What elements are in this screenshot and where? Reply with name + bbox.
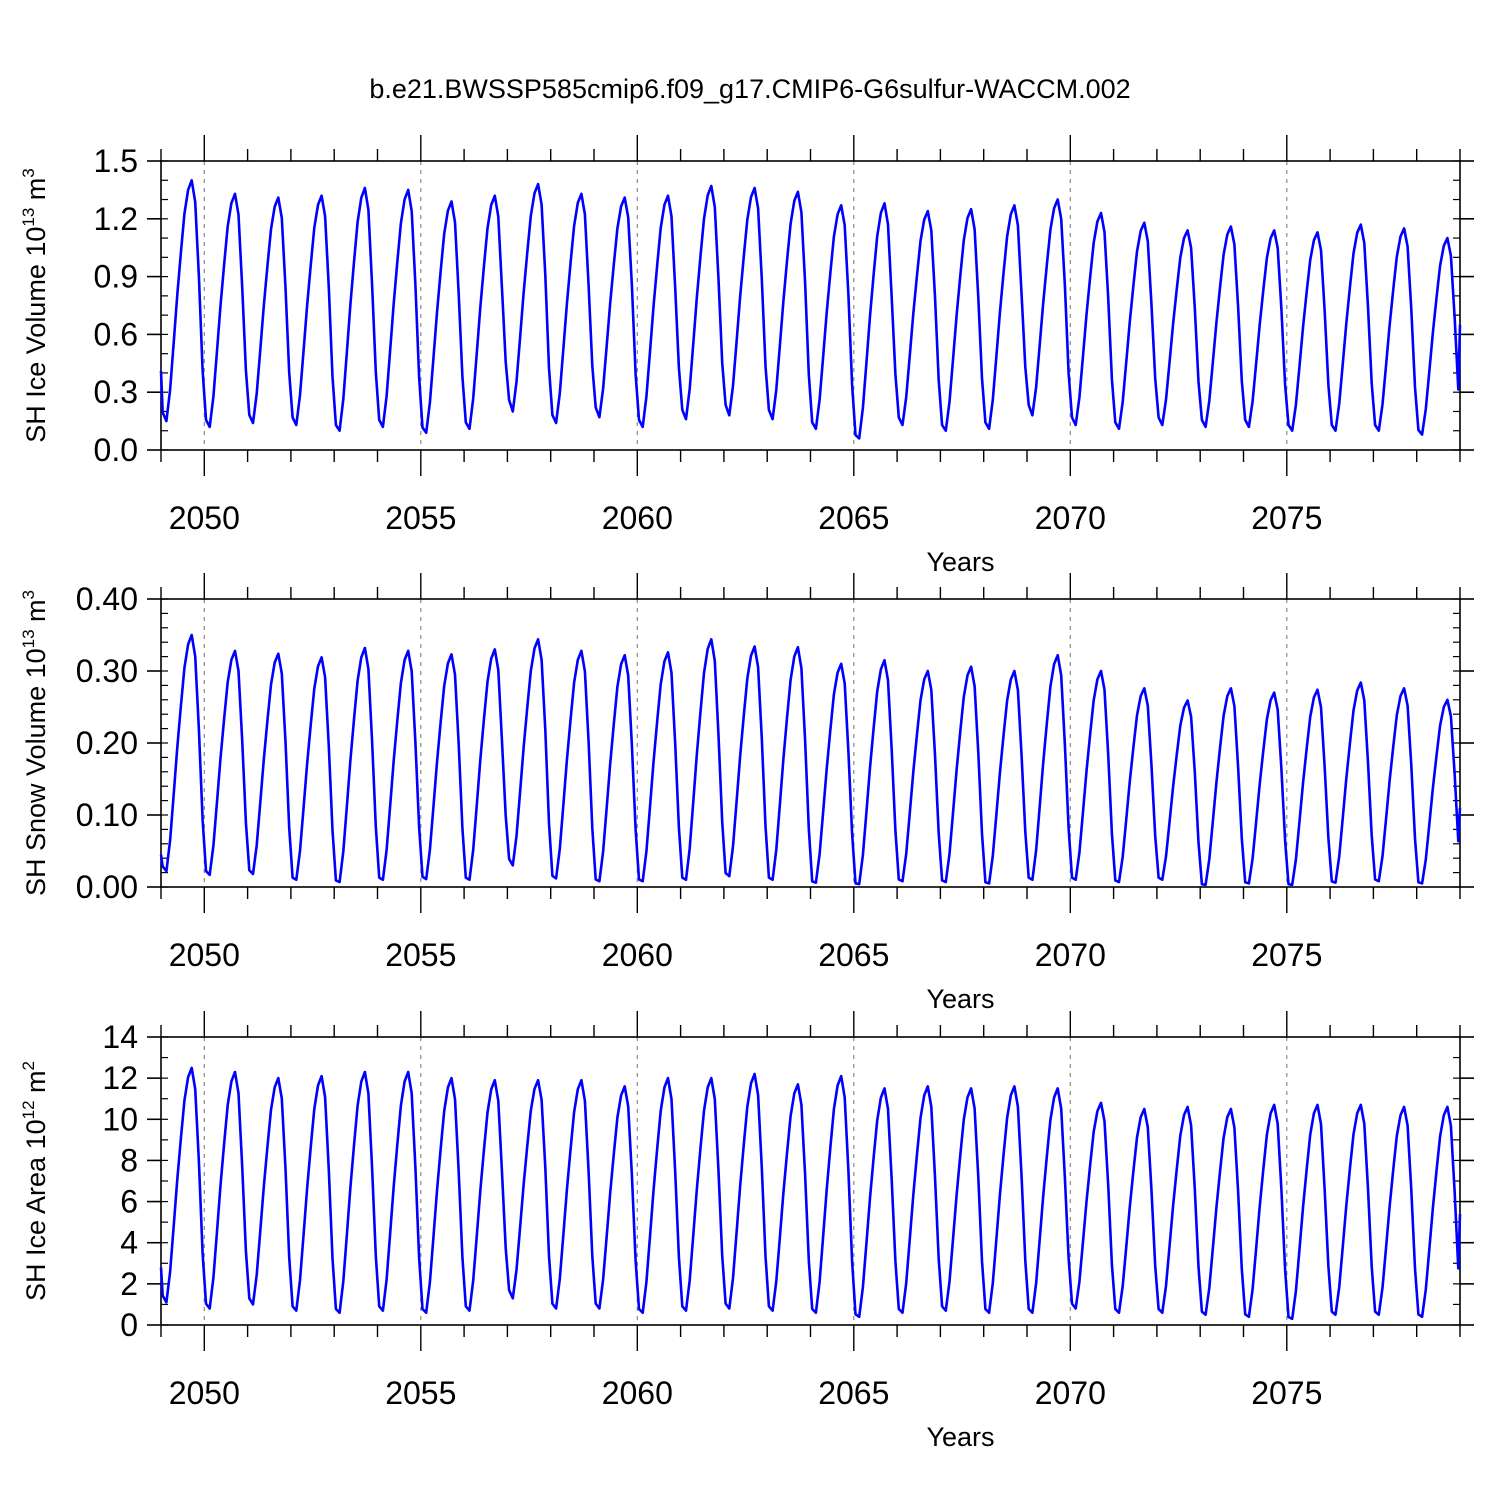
snow-volume-xtick-label: 2050 (169, 937, 240, 973)
snow-volume-ylabel-exponent: 13 (19, 629, 38, 648)
ice-volume-ylabel-text: SH Ice Volume 10 (21, 227, 51, 443)
ice-volume-ylabel-unit-exponent: 3 (19, 168, 38, 177)
ice-area-xtick-label: 2075 (1251, 1375, 1322, 1411)
ice-volume-series-line (159, 179, 1462, 440)
ice-area-ytick-label: 8 (120, 1142, 138, 1178)
snow-volume-xtick-label: 2070 (1035, 937, 1106, 973)
ice-area-ytick-label: 10 (102, 1101, 138, 1137)
snow-volume-ytick-label: 0.10 (76, 797, 138, 833)
snow-volume-xtick-label: 2065 (818, 937, 889, 973)
snow-volume-xtick-label: 2060 (602, 937, 673, 973)
ice-area-xtick-label: 2060 (602, 1375, 673, 1411)
ice-volume-ytick-label: 0.3 (94, 374, 138, 410)
ice-volume-xtick-label: 2070 (1035, 500, 1106, 536)
ice-volume-ytick-label: 0.0 (94, 432, 138, 468)
ice-area-xtick-label: 2050 (169, 1375, 240, 1411)
ice-area-xtick-label: 2065 (818, 1375, 889, 1411)
ice-area-ytick-label: 0 (120, 1307, 138, 1343)
snow-volume-ylabel-unit: m (21, 599, 51, 629)
snow-volume-ylabel-unit-exponent: 3 (19, 590, 38, 599)
snow-volume-ytick-label: 0.30 (76, 653, 138, 689)
snow-volume-ylabel: SH Snow Volume 1013 m3 (19, 590, 51, 896)
ice-area-ytick-label: 4 (120, 1225, 138, 1261)
ice-volume-xtick-label: 2060 (602, 500, 673, 536)
panel-ice-volume: 0.0 0.3 0.6 0.9 1.2 1.5 2050 2055 2060 2065 2070 20… (19, 135, 1474, 577)
figure-title: b.e21.BWSSP585cmip6.f09_g17.CMIP6-G6sulf… (369, 74, 1130, 104)
snow-volume-ylabel-text: SH Snow Volume 10 (21, 648, 51, 896)
panel-ice-area: 0 2 4 6 8 10 12 14 2050 2055 2060 2065 2070 2075 Years… (19, 1011, 1474, 1452)
ice-volume-xtick-label: 2050 (169, 500, 240, 536)
ice-area-xtick-label: 2055 (385, 1375, 456, 1411)
panel-snow-volume: 0.00 0.10 0.20 0.30 0.40 2050 2055 2060 2065 2070… (19, 573, 1474, 1014)
ice-volume-ylabel-exponent: 13 (19, 208, 38, 227)
snow-volume-ytick-label: 0.20 (76, 725, 138, 761)
snow-volume-series-line (159, 633, 1462, 887)
ice-volume-xtick-label: 2055 (385, 500, 456, 536)
ice-area-ytick-label: 14 (102, 1019, 138, 1055)
ice-area-ylabel-unit-exponent: 2 (19, 1061, 38, 1070)
ice-volume-ylabel-unit: m (21, 178, 51, 208)
ice-area-series-line (159, 1066, 1462, 1321)
ice-area-xlabel: Years (926, 1422, 994, 1452)
snow-volume-xlabel: Years (926, 984, 994, 1014)
ice-volume-ytick-label: 0.9 (94, 259, 138, 295)
snow-volume-xtick-label: 2075 (1251, 937, 1322, 973)
ice-area-ylabel-text: SH Ice Area 10 (21, 1119, 51, 1301)
ice-area-ylabel-unit: m (21, 1070, 51, 1100)
snow-volume-ytick-label: 0.00 (76, 869, 138, 905)
ice-volume-xtick-label: 2065 (818, 500, 889, 536)
snow-volume-xtick-label: 2055 (385, 937, 456, 973)
ice-volume-ytick-label: 1.2 (94, 201, 138, 237)
ice-volume-ylabel: SH Ice Volume 1013 m3 (19, 168, 51, 443)
ice-volume-ytick-label: 0.6 (94, 316, 138, 352)
ice-area-ytick-label: 6 (120, 1184, 138, 1220)
snow-volume-ytick-label: 0.40 (76, 581, 138, 617)
ice-volume-xtick-label: 2075 (1251, 500, 1322, 536)
ice-area-xtick-label: 2070 (1035, 1375, 1106, 1411)
ice-area-ytick-label: 12 (102, 1060, 138, 1096)
ice-area-ytick-label: 2 (120, 1266, 138, 1302)
ice-volume-ytick-label: 1.5 (94, 143, 138, 179)
ice-area-ylabel: SH Ice Area 1012 m2 (19, 1061, 51, 1301)
ice-area-ylabel-exponent: 12 (19, 1100, 38, 1119)
ice-volume-xlabel: Years (926, 547, 994, 577)
